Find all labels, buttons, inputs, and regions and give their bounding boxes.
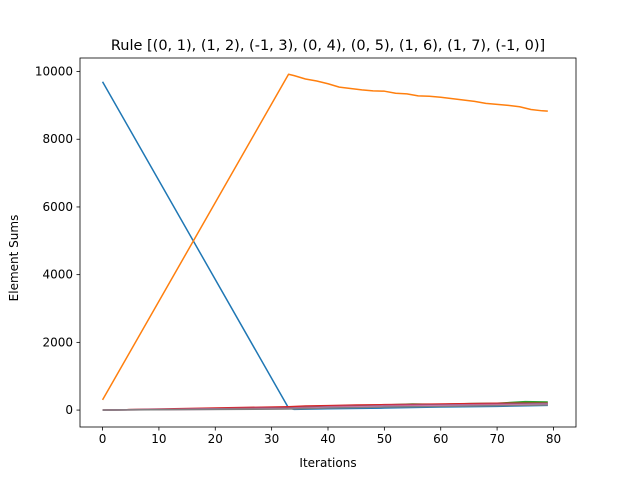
y-tick-label: 6000 — [42, 200, 73, 214]
x-tick-label: 80 — [546, 432, 561, 446]
series-line-4 — [102, 402, 548, 411]
x-tick-label: 20 — [208, 432, 223, 446]
x-tick-label: 70 — [489, 432, 504, 446]
y-tick-label: 0 — [65, 403, 73, 417]
y-axis-label: Element Sums — [7, 215, 21, 302]
y-tick-label: 8000 — [42, 132, 73, 146]
y-tick-label: 2000 — [42, 335, 73, 349]
series-line-2 — [101, 73, 548, 401]
x-tick-label: 0 — [99, 432, 107, 446]
x-tick-label: 10 — [151, 432, 166, 446]
y-tick-label: 4000 — [42, 268, 73, 282]
chart-title: Rule [(0, 1), (1, 2), (-1, 3), (0, 4), (… — [111, 38, 545, 54]
plot-area: 0 10 20 30 40 50 60 70 80 0 2000 4000 6000 8000 10000 — [35, 57, 577, 446]
x-axis-label: Iterations — [299, 456, 356, 470]
axes-frame — [79, 57, 577, 428]
x-tick-label: 60 — [433, 432, 448, 446]
y-tick-label: 10000 — [35, 65, 73, 79]
series-line-1 — [101, 81, 548, 411]
x-tick-label: 40 — [320, 432, 335, 446]
series-line-8 — [102, 404, 548, 411]
x-tick-label: 30 — [264, 432, 279, 446]
x-tick-label: 50 — [377, 432, 392, 446]
